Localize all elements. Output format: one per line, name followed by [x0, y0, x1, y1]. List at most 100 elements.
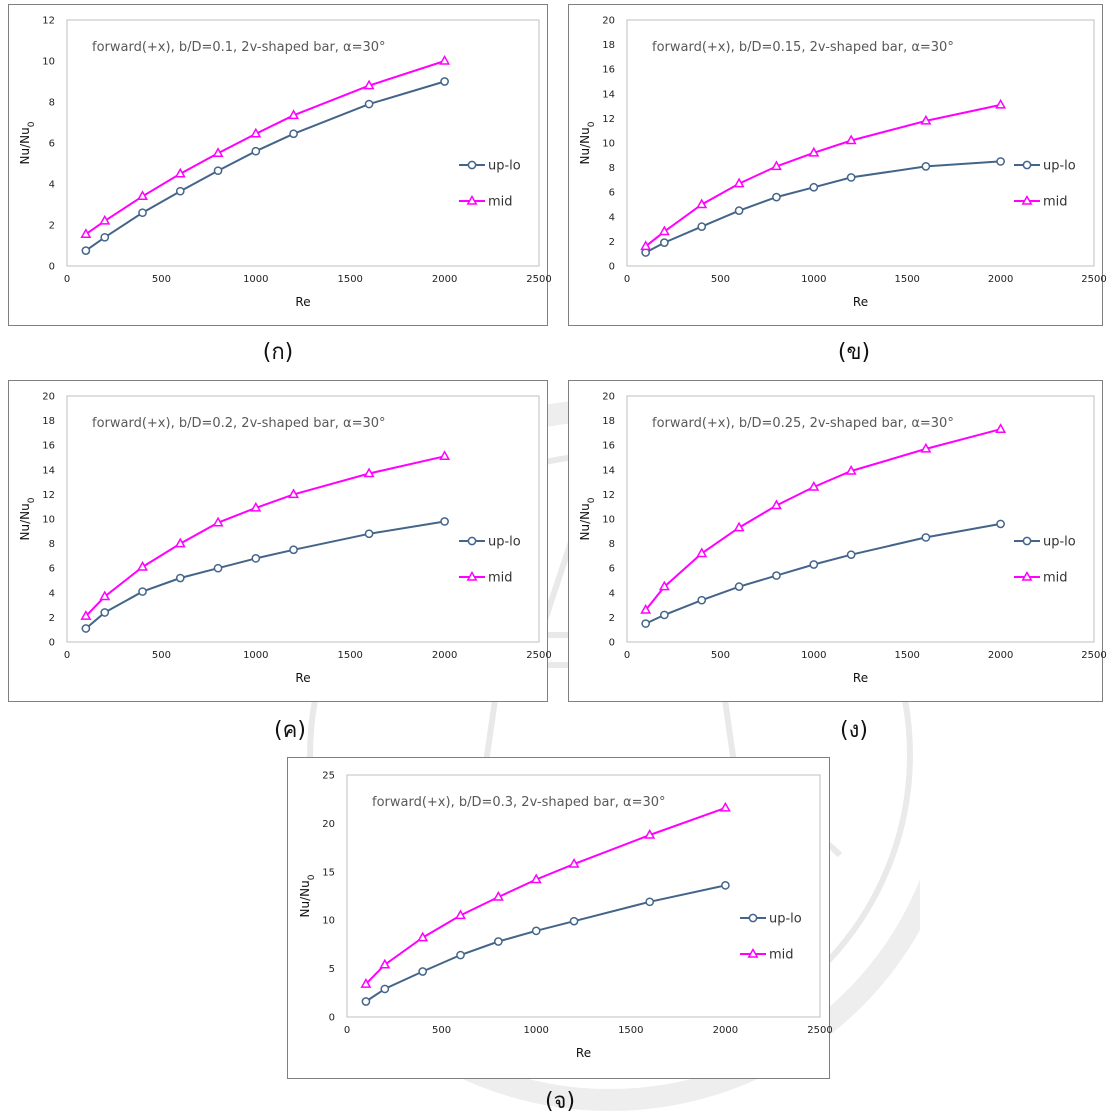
data-point-mid	[137, 190, 148, 201]
data-point-mid	[455, 909, 466, 920]
chart-panel-b: 0 2 4 6 8 10 12 14 16 18 20 0 500 1000 1500 2000 2500 Re N…	[568, 4, 1107, 326]
data-point-up-lo	[138, 208, 147, 218]
legend-marker-mid	[747, 947, 759, 958]
x-tick-label: 2000	[988, 274, 1013, 285]
data-point-mid	[99, 590, 111, 601]
data-point-up-lo	[418, 967, 428, 976]
legend-marker-up-lo	[748, 913, 758, 923]
data-point-up-lo	[697, 595, 707, 605]
data-point-up-lo	[921, 533, 931, 542]
legend-label-mid: mid	[1043, 195, 1068, 210]
chart-panel-a: 0 2 4 6 8 10 12 0 500 1000 1500 2000 2500 Re Nu/Nu0 for…	[8, 4, 552, 326]
legend-marker-up-lo	[1022, 160, 1032, 170]
y-tick-label: 2	[49, 613, 55, 624]
y-tick-label: 8	[49, 539, 55, 550]
legend-label-up-lo: up-lo	[1043, 535, 1076, 550]
y-tick-label: 4	[609, 212, 615, 223]
x-tick-label: 1500	[618, 1025, 643, 1036]
data-point-up-lo	[251, 554, 261, 563]
y-tick-label: 8	[49, 98, 55, 109]
x-tick-label: 1500	[337, 274, 362, 285]
y-tick-label: 8	[609, 539, 615, 550]
y-tick-label: 8	[609, 163, 615, 174]
y-tick-label: 14	[42, 465, 55, 476]
x-tick-label: 500	[432, 1025, 451, 1036]
data-point-mid	[770, 499, 782, 510]
y-tick-label: 20	[602, 16, 615, 27]
data-point-up-lo	[645, 897, 655, 907]
x-tick-label: 1500	[894, 650, 919, 661]
caption-d: (ง)	[840, 718, 868, 743]
x-tick-label: 0	[624, 650, 630, 661]
y-tick-label: 12	[42, 16, 55, 27]
y-tick-label: 12	[602, 114, 615, 125]
y-tick-label: 2	[609, 237, 615, 248]
data-point-mid	[379, 958, 391, 969]
legend-marker-mid	[1021, 194, 1033, 205]
legend-marker-mid	[466, 570, 478, 581]
data-point-mid	[658, 225, 670, 236]
data-point-mid	[808, 480, 820, 491]
chart-frame	[568, 4, 1103, 326]
y-tick-label: 18	[602, 40, 615, 51]
data-point-up-lo	[996, 519, 1005, 529]
data-point-mid	[995, 423, 1007, 433]
x-tick-label: 2500	[807, 1025, 832, 1036]
x-tick-label: 1000	[243, 274, 268, 285]
legend-marker-mid	[466, 194, 478, 205]
data-point-up-lo	[569, 916, 579, 926]
data-point-mid	[770, 160, 782, 171]
chart-title: forward(+x), b/D=0.2, 2v-shaped bar, α=3…	[92, 416, 386, 431]
x-tick-label: 2000	[988, 650, 1013, 661]
chart-panel-d: 0 2 4 6 8 10 12 14 16 18 20 0 500 1000 1500 2000 2500 Re N…	[568, 380, 1107, 702]
data-point-mid	[995, 98, 1007, 109]
legend-marker-up-lo	[467, 160, 477, 170]
chart-frame	[287, 757, 830, 1079]
data-point-mid	[80, 228, 92, 238]
y-axis-title-subscript: 0	[307, 874, 317, 880]
y-axis-title-subscript: 0	[27, 497, 37, 503]
legend-label-up-lo: up-lo	[488, 159, 521, 174]
x-axis-title: Re	[576, 1046, 591, 1060]
x-tick-label: 1500	[894, 274, 919, 285]
data-point-mid	[733, 521, 745, 532]
chart-frame	[8, 380, 548, 702]
y-tick-label: 2	[49, 221, 55, 232]
legend-label-up-lo: up-lo	[1043, 159, 1076, 174]
data-point-up-lo	[641, 619, 651, 628]
data-point-up-lo	[660, 610, 669, 620]
y-tick-label: 10	[602, 139, 615, 150]
y-tick-label: 4	[49, 588, 55, 599]
y-tick-label: 14	[602, 89, 615, 100]
chart-title: forward(+x), b/D=0.25, 2v-shaped bar, α=…	[652, 416, 954, 431]
x-tick-label: 1000	[523, 1025, 548, 1036]
y-tick-label: 5	[329, 964, 335, 975]
chart-frame	[8, 4, 548, 326]
x-tick-label: 2500	[526, 650, 551, 661]
legend-label-mid: mid	[769, 948, 794, 963]
x-tick-label: 1000	[243, 650, 268, 661]
data-point-up-lo	[846, 550, 856, 560]
data-point-up-lo	[734, 582, 744, 591]
x-tick-label: 1000	[801, 274, 826, 285]
data-point-up-lo	[697, 222, 707, 231]
data-point-mid	[808, 146, 820, 157]
x-axis-title: Re	[853, 671, 868, 685]
data-point-up-lo	[175, 573, 185, 583]
data-point-up-lo	[772, 571, 781, 580]
data-point-up-lo	[809, 560, 819, 569]
y-tick-label: 20	[602, 392, 615, 403]
chart-title: forward(+x), b/D=0.3, 2v-shaped bar, α=3…	[372, 795, 666, 810]
y-tick-label: 14	[602, 465, 615, 476]
x-tick-label: 2500	[526, 274, 551, 285]
data-point-up-lo	[380, 984, 390, 994]
data-point-mid	[439, 450, 451, 461]
plot-area	[626, 395, 1095, 643]
data-point-up-lo	[721, 881, 730, 890]
plot-area	[346, 774, 821, 1018]
data-point-mid	[658, 580, 670, 591]
